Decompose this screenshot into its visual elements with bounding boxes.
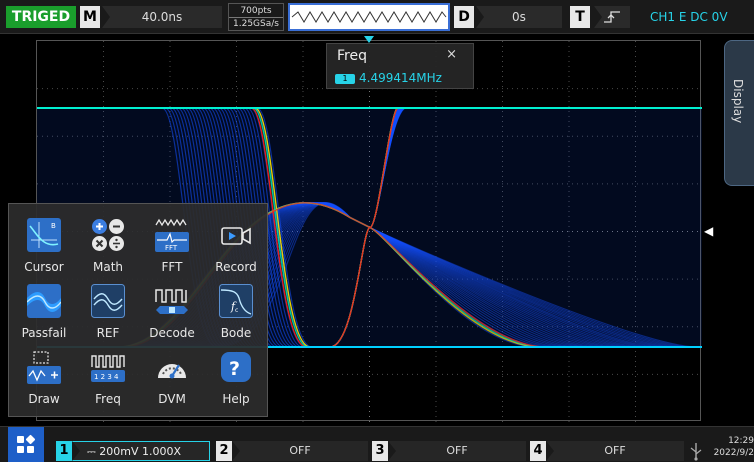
help-icon-text: ?: [229, 358, 240, 380]
record-icon: [221, 227, 251, 245]
passfail-icon: [27, 284, 61, 318]
waveform-overview[interactable]: [288, 3, 450, 31]
clock: 12:29 2022/9/2: [708, 435, 754, 459]
clock-time: 12:29: [728, 436, 754, 446]
app-fft[interactable]: FFT FFT: [141, 210, 203, 276]
fft-icon-text: FFT: [165, 244, 178, 252]
channel-badge: 1: [335, 74, 355, 84]
app-label: Draw: [28, 392, 60, 406]
app-passfail[interactable]: Passfail: [13, 276, 75, 342]
dvm-icon: [158, 364, 186, 379]
freq-icon-text: 1 2 3 4: [94, 373, 119, 381]
draw-icon: [27, 351, 61, 384]
app-cursor[interactable]: B Cursor: [13, 210, 75, 276]
app-label: Math: [92, 260, 124, 274]
delay-value[interactable]: 0s: [476, 6, 562, 28]
channel-1-key[interactable]: 1: [56, 441, 72, 461]
close-icon[interactable]: ×: [446, 47, 457, 62]
channel-2-key[interactable]: 2: [216, 441, 232, 461]
clock-date: 2022/9/2: [713, 448, 754, 458]
trigger-position-marker[interactable]: [364, 36, 374, 44]
app-label: REF: [96, 326, 120, 340]
app-label: Record: [215, 260, 257, 274]
app-grid-icon: [17, 434, 36, 453]
ref-icon: [91, 284, 125, 318]
cursor-icon: B: [27, 218, 61, 252]
app-draw[interactable]: Draw: [13, 342, 75, 408]
usb-icon: [690, 443, 702, 461]
overview-wave-icon: [291, 11, 447, 23]
channel-3-key[interactable]: 3: [372, 441, 388, 461]
app-menu: B Cursor Math FFT FFT: [8, 203, 268, 417]
app-label: FFT: [161, 260, 183, 274]
app-record[interactable]: Record: [205, 210, 267, 276]
trigger-slope[interactable]: [594, 6, 630, 28]
delay-key[interactable]: D: [454, 6, 474, 28]
display-side-tab[interactable]: Display: [724, 40, 754, 186]
app-label: DVM: [158, 392, 186, 406]
bottom-channel-bar: 1 ⎓ 200mV 1.000X 2 OFF 3 OFF 4 OFF 12:29…: [0, 426, 754, 462]
top-status-bar: TRIGED M 40.0ns 700pts 1.25GSa/s D 0s T …: [0, 0, 754, 34]
app-label: Help: [222, 392, 250, 406]
frequency-value: 4.499414MHz: [359, 71, 442, 85]
rising-edge-icon: [604, 11, 620, 23]
app-label: Bode: [220, 326, 252, 340]
fft-icon: FFT: [155, 218, 189, 252]
channel-1-settings[interactable]: ⎓ 200mV 1.000X: [72, 441, 210, 461]
bode-icon: f c: [219, 284, 253, 318]
svg-text:B: B: [51, 222, 56, 230]
decode-icon: [155, 289, 188, 314]
app-help[interactable]: ? Help: [205, 342, 267, 408]
channel-3-settings[interactable]: OFF: [388, 441, 526, 461]
home-button[interactable]: [8, 427, 44, 462]
timebase-value[interactable]: 40.0ns: [102, 6, 222, 28]
sample-rate: 1.25GSa/s: [233, 18, 279, 29]
app-decode[interactable]: Decode: [141, 276, 203, 342]
trigger-key[interactable]: T: [570, 6, 590, 28]
channel-2-settings[interactable]: OFF: [232, 441, 368, 461]
freq-icon: 1 2 3 4: [91, 355, 125, 382]
app-ref[interactable]: REF: [77, 276, 139, 342]
svg-text:f: f: [230, 300, 237, 313]
acquisition-info[interactable]: 700pts 1.25GSa/s: [228, 3, 284, 31]
memory-depth: 700pts: [229, 5, 283, 18]
math-icon: [92, 219, 124, 251]
display-tab-label: Display: [731, 79, 745, 124]
app-label: Decode: [149, 326, 195, 340]
freq-measurement-panel[interactable]: Freq × 1 4.499414MHz: [326, 43, 474, 89]
app-label: Freq: [95, 392, 121, 406]
trigger-source-info[interactable]: CH1 E DC 0V: [650, 10, 728, 24]
waveform-persistence-trace: [37, 107, 702, 348]
app-bode[interactable]: f c Bode: [205, 276, 267, 342]
timebase-key[interactable]: M: [80, 6, 100, 28]
channel-4-key[interactable]: 4: [530, 441, 546, 461]
channel-4-settings[interactable]: OFF: [546, 441, 684, 461]
help-icon: ?: [221, 352, 251, 382]
app-label: Cursor: [24, 260, 64, 274]
app-label: Passfail: [21, 326, 67, 340]
svg-text:c: c: [235, 307, 238, 314]
app-dvm[interactable]: DVM: [141, 342, 203, 408]
app-math[interactable]: Math: [77, 210, 139, 276]
trigger-status-badge: TRIGED: [6, 6, 76, 28]
freq-panel-title: Freq: [337, 48, 367, 64]
trigger-level-marker[interactable]: ◀: [704, 224, 714, 238]
app-freq[interactable]: 1 2 3 4 Freq: [77, 342, 139, 408]
